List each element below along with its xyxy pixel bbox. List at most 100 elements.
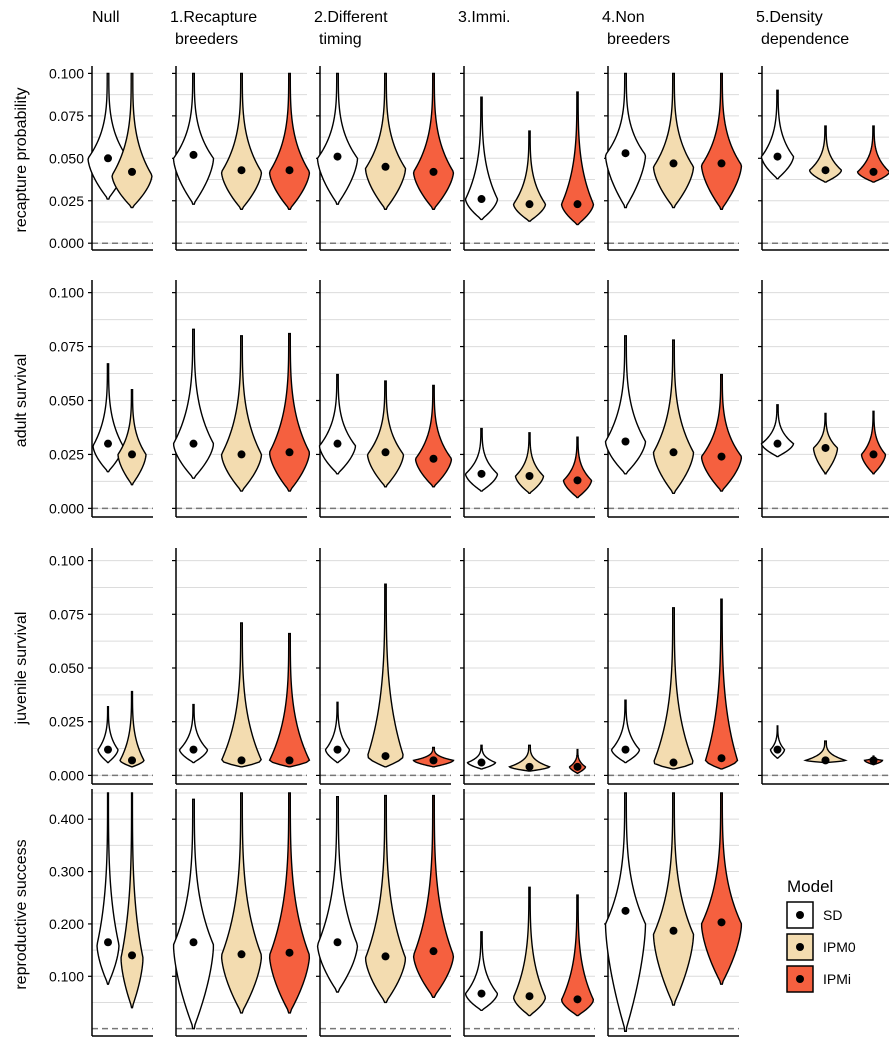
violin-ipm0 bbox=[111, 72, 153, 209]
violin-ipm0 bbox=[812, 412, 839, 475]
panel bbox=[758, 66, 889, 251]
violin-sd bbox=[464, 427, 499, 492]
median-point bbox=[477, 469, 486, 478]
panel bbox=[316, 280, 453, 518]
median-point bbox=[189, 938, 198, 947]
panel bbox=[316, 548, 455, 785]
violin-ipm0 bbox=[220, 792, 263, 1014]
y-tick-label: 0.075 bbox=[49, 606, 84, 622]
median-point bbox=[869, 756, 878, 765]
panel bbox=[604, 66, 743, 251]
median-point bbox=[237, 450, 246, 459]
violin-ipm0 bbox=[652, 72, 695, 209]
violin-ipm0 bbox=[367, 583, 404, 768]
median-point bbox=[285, 948, 294, 957]
median-point bbox=[285, 756, 294, 765]
median-point bbox=[669, 448, 678, 457]
median-point bbox=[237, 756, 246, 765]
median-point bbox=[573, 200, 582, 209]
violin-ipm0 bbox=[220, 72, 263, 210]
median-point bbox=[773, 152, 782, 161]
violin-ipm0 bbox=[117, 389, 147, 486]
median-point bbox=[128, 756, 136, 765]
violin-ipmi bbox=[412, 72, 455, 210]
median-point bbox=[333, 439, 342, 448]
panel bbox=[316, 789, 455, 1037]
legend-swatch bbox=[786, 933, 814, 961]
violin-ipm0 bbox=[512, 130, 547, 222]
panel bbox=[172, 280, 311, 518]
panel bbox=[460, 66, 595, 251]
violin-ipmi bbox=[700, 373, 743, 492]
row-labels: recapture probability adult survival juven… bbox=[13, 88, 30, 990]
row-label: adult survival bbox=[13, 354, 30, 447]
violin-sd bbox=[466, 744, 497, 770]
median-point bbox=[429, 167, 438, 176]
median-point bbox=[869, 450, 878, 459]
y-tick-label: 0.000 bbox=[49, 235, 84, 251]
row-label: juvenile survival bbox=[13, 612, 30, 726]
y-tick-label: 0.300 bbox=[49, 864, 84, 880]
violin-sd bbox=[760, 404, 795, 458]
y-tick-label: 0.100 bbox=[49, 285, 84, 301]
violin-sd bbox=[96, 792, 120, 985]
column-header: Null bbox=[92, 9, 120, 26]
violin-ipm0 bbox=[808, 125, 843, 183]
column-header: 4.Non breeders bbox=[602, 9, 670, 48]
y-tick-label: 0.100 bbox=[49, 553, 84, 569]
y-tick-label: 0.075 bbox=[49, 108, 84, 124]
y-tick-label: 0.000 bbox=[49, 500, 84, 516]
legend-label: IPM0 bbox=[823, 939, 856, 955]
median-point bbox=[669, 758, 678, 767]
panel bbox=[172, 548, 311, 785]
median-point bbox=[333, 938, 342, 947]
y-tick-label: 0.075 bbox=[49, 339, 84, 355]
violin-sd bbox=[610, 699, 641, 764]
panel: 0.100 0.200 0.300 0.400 bbox=[49, 789, 153, 1037]
median-point bbox=[333, 152, 342, 161]
violin-ipm0 bbox=[366, 380, 405, 488]
median-point bbox=[573, 476, 582, 485]
legend-point bbox=[796, 911, 804, 919]
legend-point bbox=[796, 943, 804, 951]
violin-ipmi bbox=[568, 748, 587, 774]
row-label: recapture probability bbox=[13, 88, 30, 233]
median-point bbox=[821, 756, 830, 765]
violin-ipm0 bbox=[514, 432, 545, 494]
median-point bbox=[333, 745, 342, 754]
y-tick-label: 0.100 bbox=[49, 65, 84, 81]
violin-ipmi bbox=[268, 632, 311, 768]
panel bbox=[316, 66, 455, 251]
panel bbox=[604, 280, 743, 518]
median-point bbox=[104, 154, 112, 163]
median-point bbox=[525, 762, 534, 771]
median-point bbox=[189, 745, 198, 754]
median-point bbox=[621, 437, 630, 446]
panel bbox=[172, 789, 311, 1037]
violin-sd bbox=[324, 701, 351, 764]
column-header: 5.Density dependence bbox=[756, 9, 849, 48]
median-point bbox=[573, 762, 582, 771]
panel bbox=[460, 548, 595, 785]
median-point bbox=[128, 450, 136, 459]
violin-sd bbox=[318, 373, 357, 475]
median-point bbox=[381, 952, 390, 961]
median-point bbox=[429, 454, 438, 463]
legend-point bbox=[796, 975, 804, 983]
violin-ipmi bbox=[414, 384, 453, 488]
y-tick-label: 0.025 bbox=[49, 446, 84, 462]
median-point bbox=[717, 159, 726, 168]
violin-ipm0 bbox=[120, 792, 144, 1009]
violin-ipm0 bbox=[119, 690, 145, 768]
violin-ipmi bbox=[560, 894, 595, 1017]
violin-ipm0 bbox=[653, 607, 694, 770]
legend-label: IPMi bbox=[823, 971, 851, 987]
median-point bbox=[621, 149, 630, 158]
violin-ipm0 bbox=[220, 335, 263, 492]
median-point bbox=[477, 989, 486, 998]
violin-ipm0 bbox=[652, 792, 695, 1006]
violin-ipm0 bbox=[512, 886, 547, 1017]
y-tick-label: 0.400 bbox=[49, 811, 84, 827]
panel: 0.000 0.025 0.050 0.075 0.100 bbox=[49, 65, 153, 251]
median-point bbox=[381, 752, 390, 761]
